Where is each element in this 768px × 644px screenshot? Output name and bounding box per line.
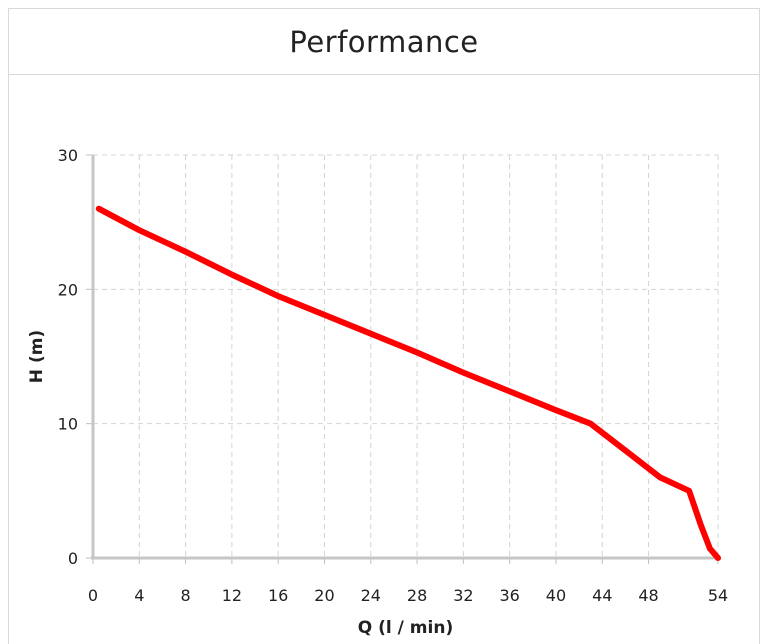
x-tick-label: 32 xyxy=(453,586,473,605)
grid xyxy=(93,154,719,558)
x-tick-label: 0 xyxy=(88,586,98,605)
x-axis-title: Q (l / min) xyxy=(358,618,453,638)
x-tick-label: 8 xyxy=(180,586,190,605)
x-tick-label: 36 xyxy=(499,586,519,605)
panel-title: Performance xyxy=(289,24,479,59)
series-layer xyxy=(95,205,721,561)
x-tick-label: 28 xyxy=(407,586,427,605)
y-axis-title: H (m) xyxy=(27,330,47,383)
y-tick-label: 20 xyxy=(58,280,78,299)
x-tick-label: 48 xyxy=(638,586,658,605)
axes xyxy=(86,154,719,564)
x-tick-label: 12 xyxy=(222,586,242,605)
x-tick-label: 44 xyxy=(592,586,612,605)
x-tick-label: 54 xyxy=(708,586,728,605)
y-tick-label: 30 xyxy=(58,146,78,165)
x-tick-label: 24 xyxy=(361,586,381,605)
x-tick-label: 4 xyxy=(134,586,144,605)
performance-curve xyxy=(95,205,721,561)
panel-header: Performance xyxy=(9,9,759,75)
x-tick-label: 40 xyxy=(546,586,566,605)
y-tick-label: 10 xyxy=(58,415,78,434)
x-tick-label: 20 xyxy=(314,586,334,605)
y-tick-label: 0 xyxy=(68,549,78,568)
performance-panel: Performance xyxy=(8,8,760,644)
x-tick-label: 16 xyxy=(268,586,288,605)
